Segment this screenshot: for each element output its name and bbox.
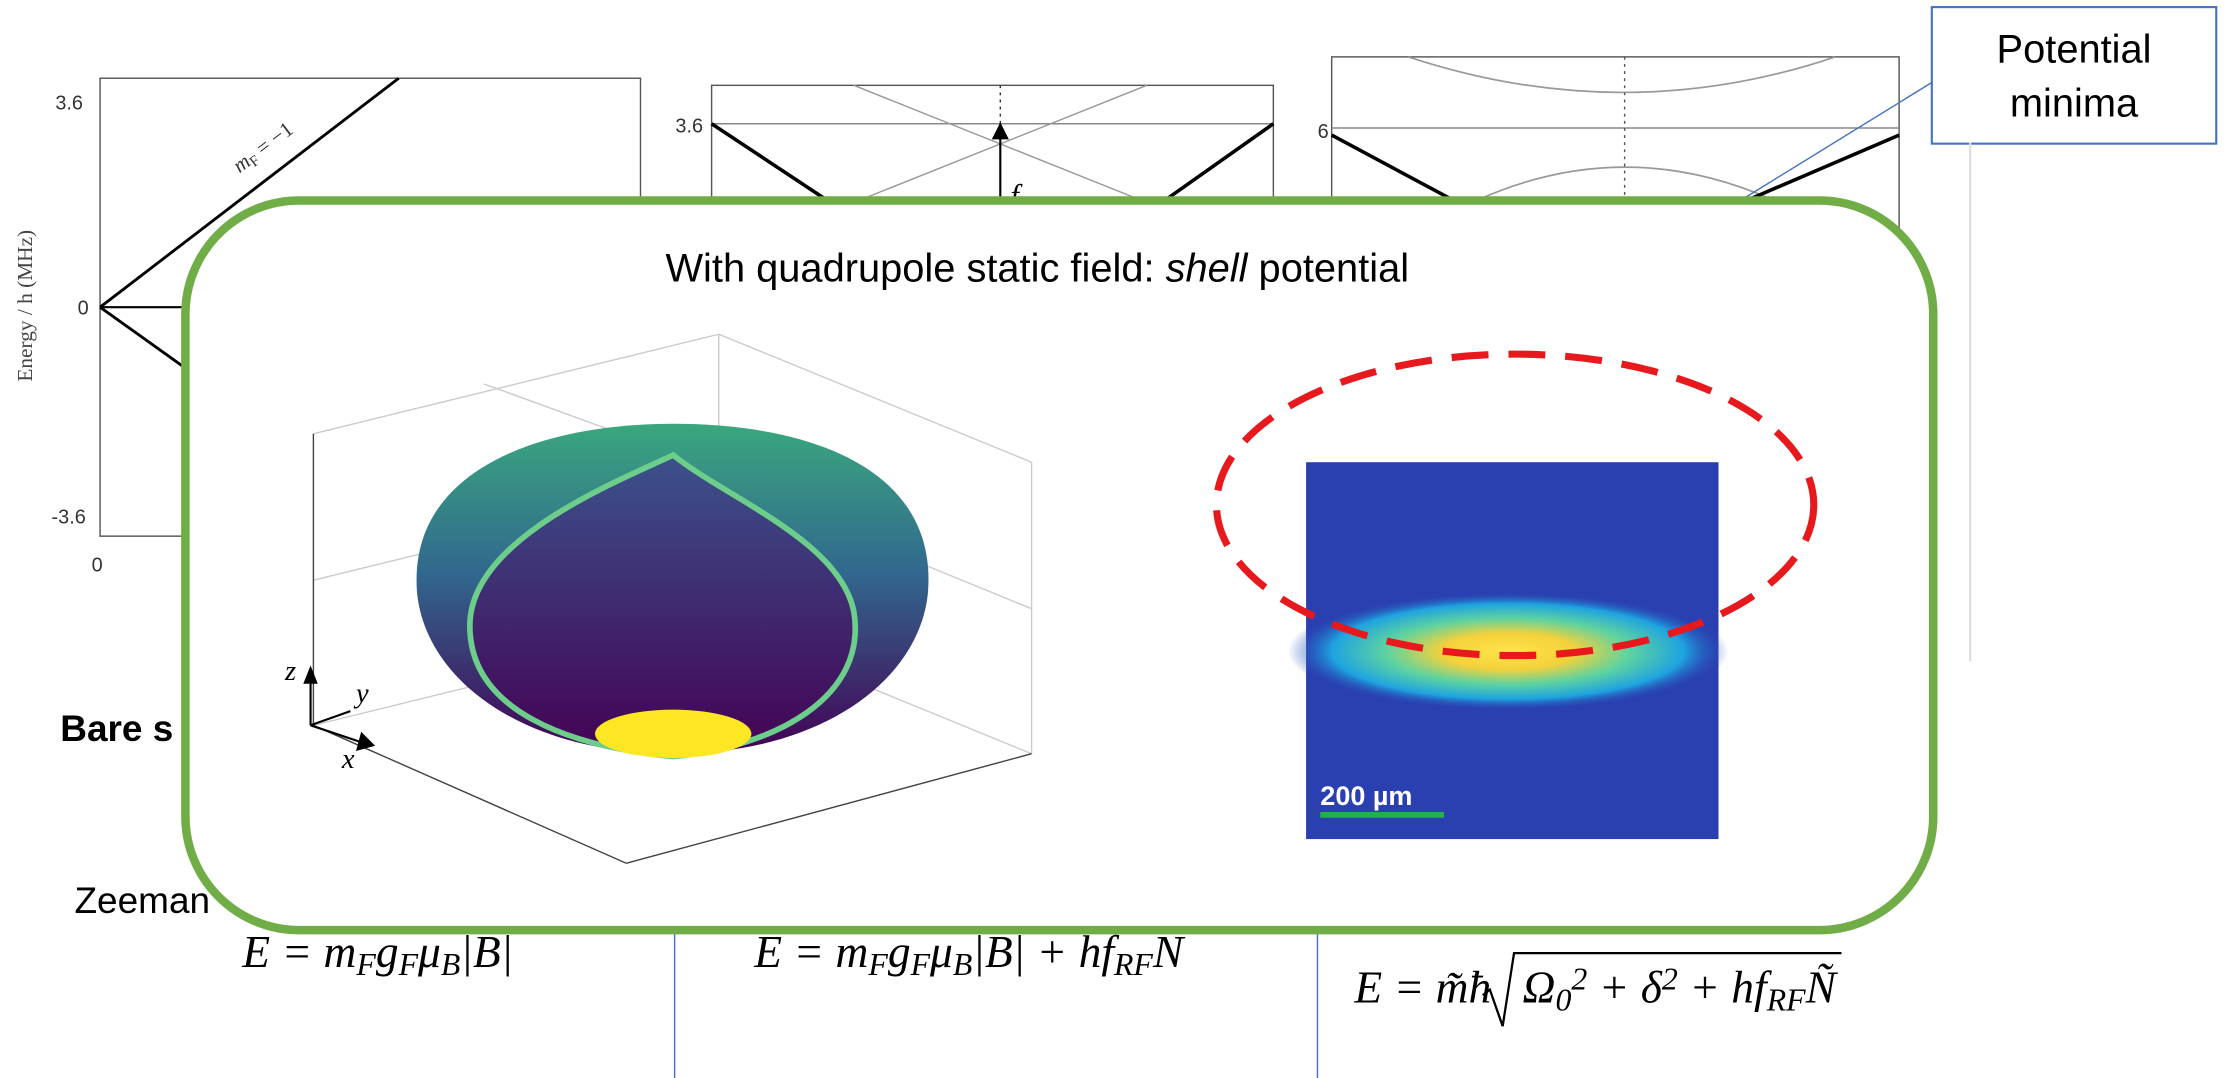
text-run: potential	[1247, 247, 1409, 291]
text-run: RF	[1113, 947, 1153, 982]
text-run: μ	[417, 926, 441, 977]
text-run: E = m̃ħ	[1353, 962, 1491, 1013]
text-run: E = m	[241, 926, 356, 977]
line-label: mF = −1	[228, 117, 299, 180]
text-run: F	[867, 947, 888, 982]
text-run: N	[1152, 926, 1186, 977]
curve	[854, 85, 1138, 199]
text-run: F	[910, 947, 931, 982]
axis-label: y	[353, 679, 369, 710]
atom-cloud	[1288, 592, 1729, 711]
text-run: Ω	[1523, 962, 1556, 1013]
text-run: B	[953, 947, 972, 982]
axis-label: x	[341, 744, 355, 775]
axis-label: z	[284, 656, 296, 687]
equation: E = mFgFμB|B| + hfRFN	[753, 926, 1186, 982]
y-axis-label: Energy / h (MHz)	[13, 230, 37, 382]
text-run: |B| + hf	[972, 926, 1119, 977]
x-tick-label: 0	[92, 555, 103, 577]
heading: Bare s	[60, 708, 173, 749]
text-run: RF	[1766, 983, 1806, 1018]
text-run: = −1	[247, 117, 298, 163]
y-tick-label: -3.6	[52, 506, 86, 528]
text-run: B	[441, 947, 460, 982]
curve	[862, 85, 1146, 199]
curve	[1408, 57, 1835, 93]
text-run: 0	[1555, 983, 1571, 1018]
text-run: g	[376, 926, 399, 977]
text-run: E = m	[753, 926, 868, 977]
text-run: 2	[1662, 962, 1678, 997]
arrow-head	[992, 122, 1009, 139]
equation: E = mFgFμB|B|	[241, 926, 513, 982]
text-run: With quadrupole static field:	[665, 247, 1165, 291]
text-run: + hf	[1678, 962, 1772, 1013]
text-run: Ñ	[1805, 962, 1839, 1013]
curve	[1332, 135, 1451, 199]
scale-label: 200 µm	[1320, 781, 1412, 811]
y-tick-label: 0	[78, 297, 89, 319]
callout-text: minima	[2010, 82, 2139, 126]
y-tick-label: 3.6	[675, 115, 703, 137]
overlay-title: With quadrupole static field: shell pote…	[665, 247, 1409, 291]
text-run: |B|	[460, 926, 513, 977]
y-tick-label: 3.6	[55, 93, 83, 115]
callout-text: Potential	[1997, 28, 2152, 72]
text-run: g	[888, 926, 911, 977]
text-run: F	[355, 947, 376, 982]
absorption-image: 200 µm	[1288, 462, 1729, 839]
curve	[1750, 135, 1899, 199]
body-text: Zeeman	[74, 880, 210, 921]
text-run: μ	[929, 926, 953, 977]
curve	[1167, 124, 1274, 199]
curve	[712, 124, 826, 199]
text-run: 2	[1571, 962, 1587, 997]
text-run: + δ	[1587, 962, 1662, 1013]
shell-bottom	[595, 710, 751, 758]
text-run: shell	[1166, 247, 1249, 291]
text-run: F	[398, 947, 419, 982]
y-tick-label: 6	[1318, 121, 1329, 143]
callout-line	[1743, 82, 1932, 199]
slide: 3.6 0 -3.6 0 Energy / h (MHz) mF = −1 3.…	[0, 0, 2231, 1078]
